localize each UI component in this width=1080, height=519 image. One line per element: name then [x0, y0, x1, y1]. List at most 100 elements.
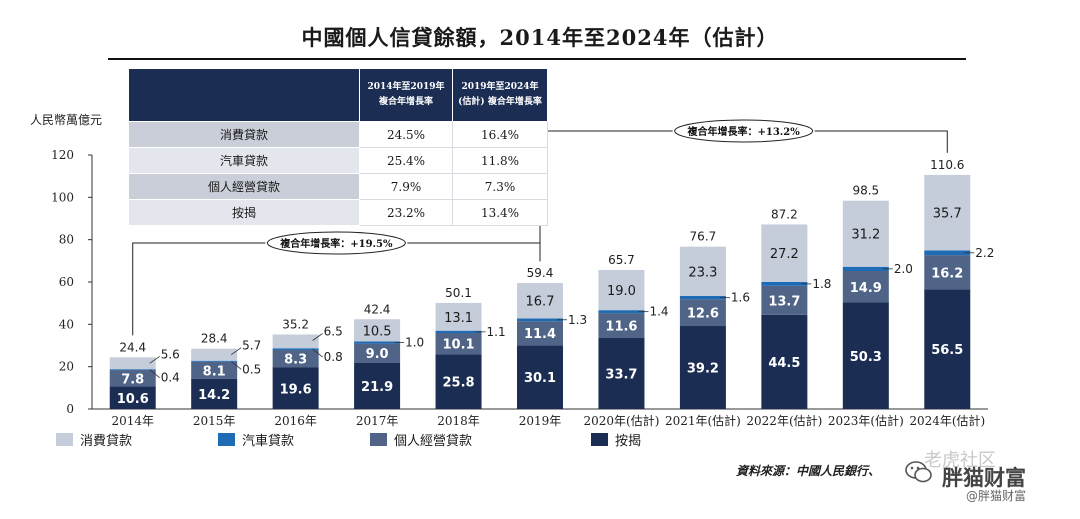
cagr-oval: [674, 119, 814, 143]
cagr-header-2019-2024-line1: 2019年至2024年: [461, 82, 539, 92]
value-label-business: 9.0: [366, 347, 389, 362]
value-label-total: 28.4: [201, 332, 228, 346]
cagr-table: 2014年至2019年 複合年增長率 2019年至2024年 (估計) 複合年增…: [128, 68, 548, 226]
value-label-mortgage: 14.2: [198, 388, 230, 403]
value-label-mortgage: 25.8: [443, 376, 475, 391]
bar-segment-consumer: [842, 200, 889, 267]
bar-segment-business: [598, 313, 645, 338]
legend-swatch-business: [370, 433, 387, 446]
watermark-sub: @胖猫财富: [966, 489, 1027, 503]
y-tick-label: 20: [59, 360, 74, 374]
bar-segment-mortgage: [761, 314, 808, 409]
legend-swatch-consumer: [56, 433, 73, 446]
value-label-business: 8.3: [284, 353, 307, 368]
x-tick-label: 2015年: [193, 414, 236, 428]
bar-segment-mortgage: [354, 362, 401, 409]
cagr-bracket-left: [132, 242, 266, 336]
cagr-bracket-left: [539, 130, 673, 262]
value-label-business: 14.9: [850, 281, 882, 296]
cagr-row-value-2019-2024: 13.4%: [452, 199, 548, 226]
value-label-auto: 0.4: [161, 371, 180, 385]
bar-segment-auto: [842, 266, 889, 271]
bar-segment-mortgage: [191, 378, 238, 409]
legend-label-mortgage: 按揭: [615, 434, 642, 449]
y-tick-label: 120: [51, 148, 74, 162]
bar-segment-business: [842, 270, 889, 303]
value-label-consumer: 16.7: [526, 295, 555, 310]
value-label-consumer: 31.2: [851, 228, 880, 243]
bar-segment-consumer: [191, 348, 238, 361]
leader-line-auto: [230, 360, 242, 370]
cagr-row: 消費貸款 24.5% 16.4%: [128, 121, 548, 148]
legend-item-consumer: 消費貸款: [56, 430, 132, 449]
cagr-row-value-2019-2024: 7.3%: [452, 173, 548, 200]
cagr-row-label: 消費貸款: [128, 121, 360, 148]
y-tick-label: 80: [59, 233, 74, 247]
cagr-row-label: 個人經營貸款: [128, 173, 360, 200]
x-tick-label: 2014年: [111, 414, 154, 428]
leader-line-consumer: [312, 333, 323, 341]
y-tick-label: 100: [51, 190, 74, 204]
bar-segment-mortgage: [924, 289, 971, 409]
x-tick-label: 2021年(估計): [665, 413, 741, 428]
bar-segment-consumer: [924, 174, 971, 251]
value-label-total: 24.4: [119, 340, 146, 354]
value-label-consumer: 5.6: [161, 347, 180, 361]
legend-swatch-mortgage: [591, 433, 608, 446]
x-tick-label: 2017年: [356, 414, 399, 428]
value-label-auto: 0.5: [242, 362, 261, 376]
value-label-consumer: 27.2: [770, 247, 799, 262]
value-label-business: 11.4: [524, 327, 556, 342]
value-label-mortgage: 30.1: [524, 371, 556, 386]
value-label-mortgage: 39.2: [687, 362, 719, 377]
bar-segment-auto: [272, 348, 319, 350]
watermark-main: 胖猫财富: [942, 466, 1026, 490]
value-label-business: 16.2: [931, 266, 963, 281]
x-tick-label: 2018年: [437, 414, 480, 428]
value-label-business: 10.1: [443, 338, 475, 353]
value-label-auto: 0.8: [324, 350, 343, 364]
x-tick-label: 2016年: [274, 414, 317, 428]
value-label-consumer: 23.3: [688, 265, 717, 280]
cagr-row: 汽車貸款 25.4% 11.8%: [128, 147, 548, 174]
value-label-total: 50.1: [445, 286, 472, 300]
bar-segment-auto: [761, 282, 808, 286]
leader-line-auto: [149, 369, 160, 378]
chart-title: 中國個人信貸餘額，2014年至2024年（估計）: [301, 25, 779, 50]
bar-segment-mortgage: [598, 337, 645, 409]
cagr-row-value-2019-2024: 11.8%: [452, 147, 548, 174]
bar-segment-consumer: [679, 246, 726, 296]
value-label-consumer: 19.0: [607, 284, 636, 299]
bar-segment-mortgage: [517, 345, 563, 409]
legend-label-business: 個人經營貸款: [394, 434, 473, 449]
bar-segment-consumer: [598, 269, 645, 311]
bar-segment-auto: [354, 341, 401, 344]
bar-segment-business: [435, 333, 482, 355]
value-label-consumer: 5.7: [242, 339, 261, 353]
cagr-annotation-text: 複合年增長率：+13.2%: [687, 125, 801, 138]
value-label-business: 13.7: [768, 294, 800, 309]
bar-segment-auto: [598, 310, 645, 314]
bar-segment-consumer: [109, 357, 156, 370]
value-label-mortgage: 56.5: [931, 343, 963, 358]
cagr-bracket-right: [407, 242, 541, 262]
value-label-total: 35.2: [282, 317, 309, 331]
value-label-total: 76.7: [690, 230, 717, 244]
value-label-business: 11.6: [605, 319, 637, 334]
bar-segment-auto: [191, 360, 238, 362]
cagr-header-2019-2024: 2019年至2024年 (估計) 複合年增長率: [452, 68, 548, 122]
value-label-auto: 2.0: [894, 262, 913, 276]
cagr-annotation-text: 複合年增長率：+19.5%: [279, 237, 393, 250]
bar-segment-business: [109, 370, 156, 387]
bar-segment-business: [924, 255, 971, 290]
bar-segment-mortgage: [272, 367, 319, 409]
leader-line-auto: [312, 348, 323, 358]
value-label-business: 7.8: [121, 372, 144, 387]
bar-segment-mortgage: [109, 386, 156, 409]
bar-segment-mortgage: [435, 354, 482, 409]
value-label-consumer: 10.5: [363, 324, 392, 339]
value-label-mortgage: 19.6: [280, 382, 312, 397]
leader-line-consumer: [230, 347, 242, 356]
y-tick-label: 0: [66, 402, 74, 416]
value-label-mortgage: 50.3: [850, 350, 882, 365]
